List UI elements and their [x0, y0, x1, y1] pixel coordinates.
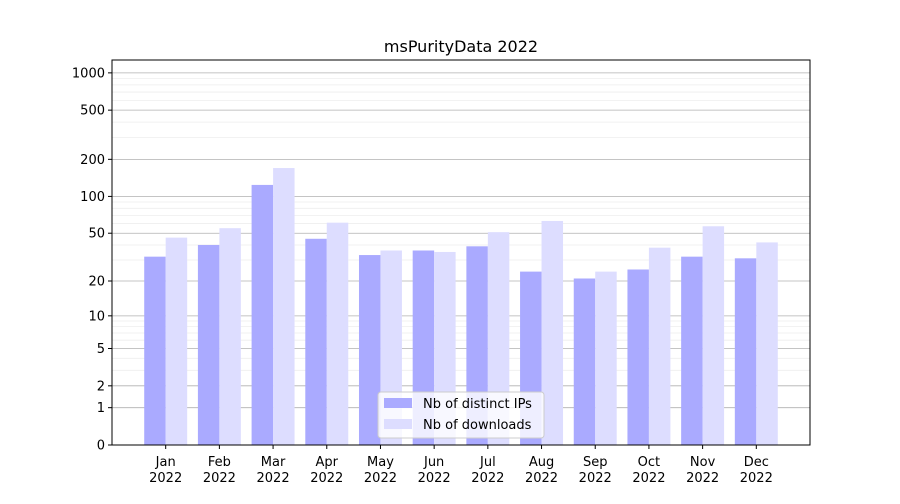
bar-ips [305, 238, 327, 445]
x-tick-label: Mar 2022 [257, 455, 290, 486]
legend-swatch [384, 398, 412, 408]
bar-downloads [595, 271, 617, 445]
y-tick-label: 1000 [72, 66, 105, 81]
x-tick-label: Aug 2022 [525, 455, 558, 486]
x-axis-ticks: Jan 2022 Feb 2022 Mar 2022 Apr 2022 May 2022 Jun 20… [149, 445, 773, 486]
x-tick-label: Jun 2022 [418, 455, 451, 486]
legend-label: Nb of distinct IPs [423, 397, 532, 412]
bar-downloads [165, 237, 188, 445]
chart-title: msPurityData 2022 [384, 37, 538, 56]
legend-label: Nb of downloads [423, 418, 532, 433]
bar-downloads [702, 226, 725, 445]
x-tick-label: Nov 2022 [686, 455, 719, 486]
x-tick-label: Jul 2022 [471, 455, 504, 486]
x-tick-label: Sep 2022 [579, 455, 612, 486]
x-tick-label: Jan 2022 [149, 455, 182, 486]
y-tick-label: 1 [97, 401, 105, 416]
legend-swatch [384, 419, 412, 429]
bar-ips [358, 255, 381, 445]
bar-downloads [648, 247, 671, 445]
y-tick-label: 2 [97, 379, 105, 394]
bar-ips [627, 269, 649, 445]
bar-downloads [541, 220, 564, 445]
x-tick-label: Dec 2022 [740, 455, 773, 486]
legend-box [377, 391, 545, 439]
bar-downloads [756, 242, 778, 445]
bar-ips [734, 258, 757, 445]
y-axis-ticks: 0 1 2 5 10 20 50 100 200 500 1000 [72, 66, 112, 454]
bar-ips [251, 184, 274, 445]
bar-ips [573, 278, 596, 445]
y-tick-label: 20 [88, 275, 105, 290]
bar-ips [681, 256, 703, 445]
y-tick-label: 5 [97, 342, 105, 357]
x-tick-label: Apr 2022 [310, 455, 343, 486]
y-tick-label: 10 [88, 309, 105, 324]
y-tick-label: 500 [80, 104, 105, 119]
y-tick-label: 0 [97, 439, 105, 454]
y-tick-label: 200 [80, 153, 105, 168]
bar-downloads [326, 222, 349, 445]
bar-downloads [273, 168, 295, 446]
legend: Nb of distinct IPs Nb of downloads [377, 391, 545, 439]
bar-downloads [219, 228, 241, 445]
y-tick-label: 100 [80, 190, 105, 205]
bar-ips [197, 244, 220, 445]
x-tick-label: Oct 2022 [632, 455, 665, 486]
x-tick-label: Feb 2022 [203, 455, 236, 486]
plot-frame [111, 59, 811, 446]
y-tick-label: 50 [88, 227, 105, 242]
x-tick-label: May 2022 [364, 455, 397, 486]
bar-ips [144, 256, 166, 445]
